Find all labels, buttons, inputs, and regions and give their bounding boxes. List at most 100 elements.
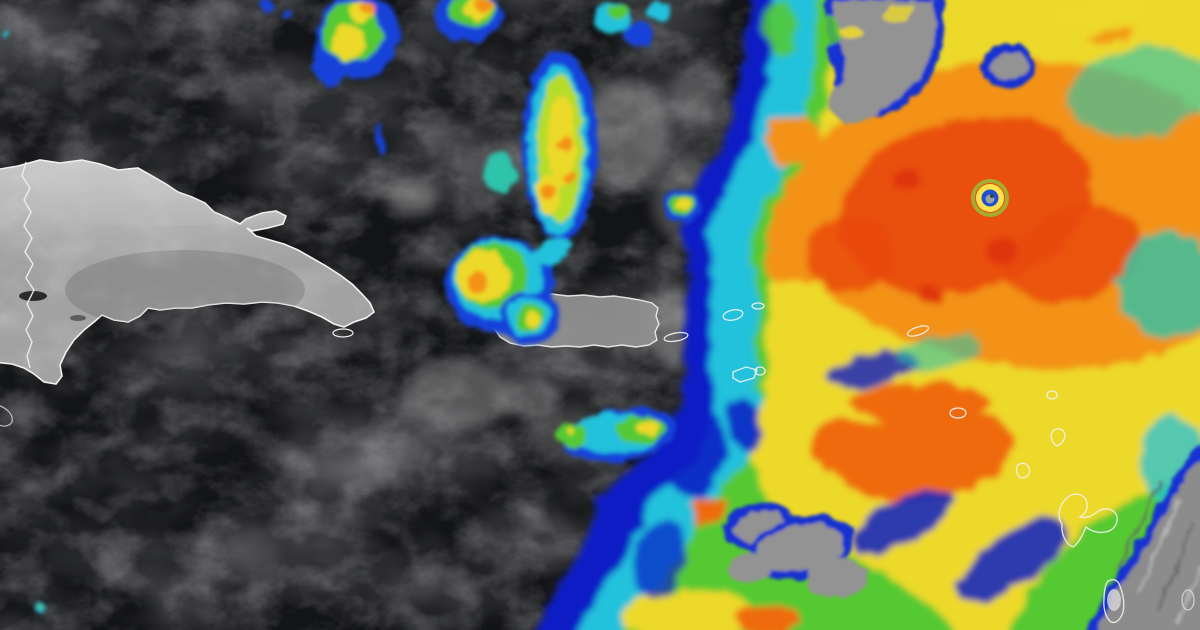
island-outline-barbuda <box>949 407 967 419</box>
yellow-accent-over-gray <box>882 5 914 21</box>
convection-cell-north-1 <box>312 0 400 87</box>
eye-green-ring <box>971 179 1009 217</box>
convection-cell-mid-small <box>662 190 702 224</box>
green-fringe-top <box>762 0 798 56</box>
gray-cloud-bottom-center <box>724 504 868 598</box>
blue-pocket <box>827 351 917 389</box>
cell-cyan-tail <box>531 237 573 267</box>
orange-spot <box>691 496 725 524</box>
island-outline-anguilla <box>906 325 930 337</box>
convection-cell-north-2 <box>434 0 502 42</box>
convection-cell-over-puerto-rico <box>500 292 560 344</box>
gray-cloud-patch <box>460 510 580 570</box>
cell-orange-core <box>540 185 554 199</box>
red-hot-spot <box>891 169 919 191</box>
streak-line <box>1116 479 1162 571</box>
hurricane-core-red-east <box>1007 206 1143 304</box>
hurricane-eye <box>971 179 1009 217</box>
dark-lake-small <box>70 315 86 321</box>
convection-cells <box>2 0 702 614</box>
blue-pocket <box>728 397 762 453</box>
island-outline-guadeloupe <box>1058 493 1118 548</box>
convection-band-vertical <box>484 50 598 240</box>
island-outline-dominica <box>1103 579 1125 624</box>
gray-ocean-clouds <box>40 60 730 620</box>
gray-cloud-blob <box>808 558 868 598</box>
gray-cloud-patch <box>386 179 438 215</box>
island-outline-st-kitts <box>1046 390 1058 400</box>
orange-cell-upper-west <box>765 114 821 166</box>
orange-cluster-sw <box>836 408 1014 502</box>
eye-center-shadow <box>990 194 994 198</box>
gray-cloud-patch <box>320 576 520 620</box>
cell-speck <box>2 30 8 36</box>
cell-teal-lobe <box>484 150 516 194</box>
gray-corner-streaks <box>1116 479 1200 627</box>
gray-cloud-patch <box>670 65 730 125</box>
yellow-band-bottom <box>620 590 760 630</box>
cell-yellow <box>674 197 690 211</box>
green-accent-over-gray <box>820 16 840 44</box>
gray-cloud-blob <box>728 554 768 582</box>
orange-streak-top <box>1088 28 1136 44</box>
cell-orange-core <box>557 135 573 151</box>
cell-speck <box>37 604 43 610</box>
island-outline-antigua <box>1015 462 1031 479</box>
cell-orange-core <box>360 3 374 15</box>
teal-notch-east <box>1116 233 1200 337</box>
hurricane-core-red-west <box>805 217 895 293</box>
gray-cloud-patch <box>275 427 425 483</box>
gray-cloud-top-small <box>980 44 1036 88</box>
red-hot-spot <box>984 240 1016 264</box>
teal-patch-northeast <box>1065 46 1200 138</box>
island-outline-martinique <box>1181 589 1195 611</box>
gray-cloud-top-right <box>829 78 881 122</box>
island-outline-vieques <box>663 331 689 343</box>
haiti-dr-border-line <box>21 161 35 369</box>
hurricane <box>539 0 1200 630</box>
cell-green <box>608 4 628 20</box>
gray-cloud-patch <box>498 378 558 418</box>
teal-patch <box>895 335 985 369</box>
gray-cloud-patch <box>580 80 670 190</box>
dark-lake <box>19 291 47 301</box>
cell-yellow <box>565 427 575 437</box>
gray-cloud-patch <box>40 535 280 585</box>
island-outline-montserrat <box>1050 428 1066 447</box>
cell-speck <box>284 10 292 18</box>
left-edge-coast-outline <box>0 405 13 427</box>
orange-spot-bottom <box>736 605 800 630</box>
cell-orange-core <box>564 172 576 184</box>
yellow-streak-top <box>1060 0 1140 24</box>
island-outline-st-croix-east <box>754 366 766 376</box>
convection-cells-south-of-puerto-rico <box>556 408 678 462</box>
island-outline-st-croix <box>732 366 758 383</box>
convection-cells-top-small <box>592 0 670 47</box>
cell-orange-core <box>468 273 488 291</box>
bright-cloud-over-dominica <box>1107 589 1121 611</box>
blue-pocket <box>956 517 1068 603</box>
red-hot-spot <box>918 286 942 304</box>
cell-blue-ring <box>624 23 656 47</box>
cell-cyan <box>646 0 670 20</box>
island-outline-st-thomas <box>722 309 744 321</box>
saona-island-outline <box>332 328 354 338</box>
blue-pocket <box>667 410 727 500</box>
yellow-accent-over-gray <box>839 24 865 40</box>
cell-orange-core <box>475 0 493 13</box>
cell-yellow <box>332 24 364 60</box>
streak-line <box>1138 499 1182 591</box>
blue-pocket <box>634 520 686 600</box>
orange-cluster-sw <box>810 417 880 473</box>
cell-yellow <box>636 420 660 436</box>
gray-cloud-patch <box>400 360 510 430</box>
gray-cloud-patch <box>150 320 330 380</box>
blue-pocket <box>852 489 952 555</box>
island-outlines <box>663 302 1195 624</box>
tiny-cold-specks <box>2 0 385 614</box>
cell-speck <box>262 0 274 12</box>
cell-yellow <box>524 312 542 328</box>
island-outline-tortola <box>751 302 765 310</box>
